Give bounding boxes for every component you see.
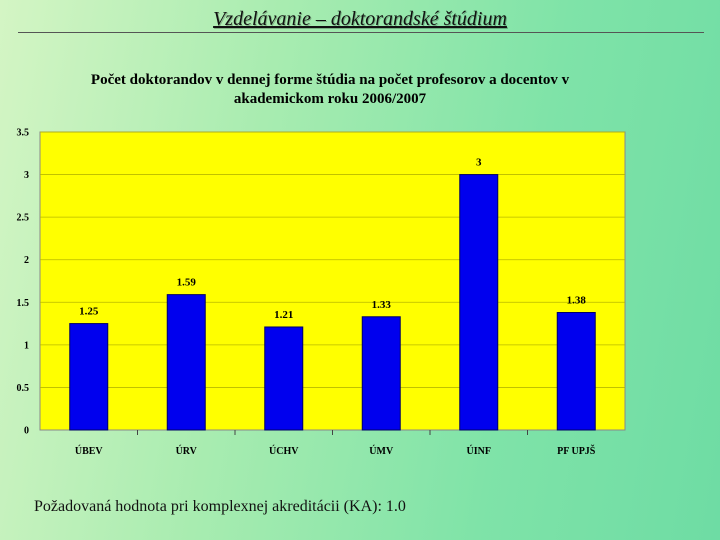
- y-tick-label: 1.5: [17, 298, 30, 309]
- x-tick-label: ÚMV: [369, 445, 394, 457]
- bar: [69, 323, 109, 431]
- bars: [69, 174, 596, 431]
- bar: [556, 312, 596, 431]
- bar: [166, 294, 206, 431]
- y-tick-label: 3: [24, 170, 29, 181]
- bar: [459, 174, 499, 431]
- data-labels: 1.25 1.59 1.21 1.33 3 1.38: [79, 157, 586, 321]
- x-tick-label: PF UPJŠ: [557, 444, 596, 457]
- chart-title-line-2: akademickom roku 2006/2007: [234, 91, 427, 107]
- y-tick-label: 0.5: [17, 383, 30, 394]
- bar: [361, 316, 401, 431]
- data-label: 1.33: [372, 299, 392, 311]
- bar: [264, 326, 304, 431]
- y-tick-label: 0: [24, 426, 29, 437]
- x-tick-label: ÚINF: [467, 445, 491, 457]
- x-tick-label: ÚBEV: [75, 445, 104, 457]
- data-label: 1.38: [567, 295, 587, 307]
- x-axis-ticks: ÚBEV ÚRV ÚCHV ÚMV ÚINF PF UPJŠ: [75, 430, 596, 457]
- data-label: 1.21: [274, 309, 293, 321]
- y-tick-label: 3.5: [17, 128, 30, 139]
- y-tick-label: 2.5: [17, 213, 30, 224]
- x-tick-label: ÚRV: [176, 445, 198, 457]
- plot-area: [39, 131, 626, 431]
- slide-title: Vzdelávanie – doktorandské štúdium: [213, 8, 507, 30]
- data-label: 3: [476, 157, 482, 169]
- y-tick-label: 2: [24, 255, 29, 266]
- y-axis-ticks: 0 0.5 1 1.5 2 2.5 3 3.5: [17, 128, 30, 437]
- gridlines: [40, 131, 625, 388]
- chart-title-line-1: Počet doktorandov v dennej forme štúdia …: [91, 72, 570, 88]
- y-tick-label: 1: [24, 340, 29, 351]
- title-divider: [18, 32, 704, 33]
- accreditation-note: Požadovaná hodnota pri komplexnej akredi…: [34, 498, 406, 515]
- data-label: 1.25: [79, 306, 99, 318]
- x-tick-label: ÚCHV: [269, 445, 299, 457]
- data-label: 1.59: [177, 277, 197, 289]
